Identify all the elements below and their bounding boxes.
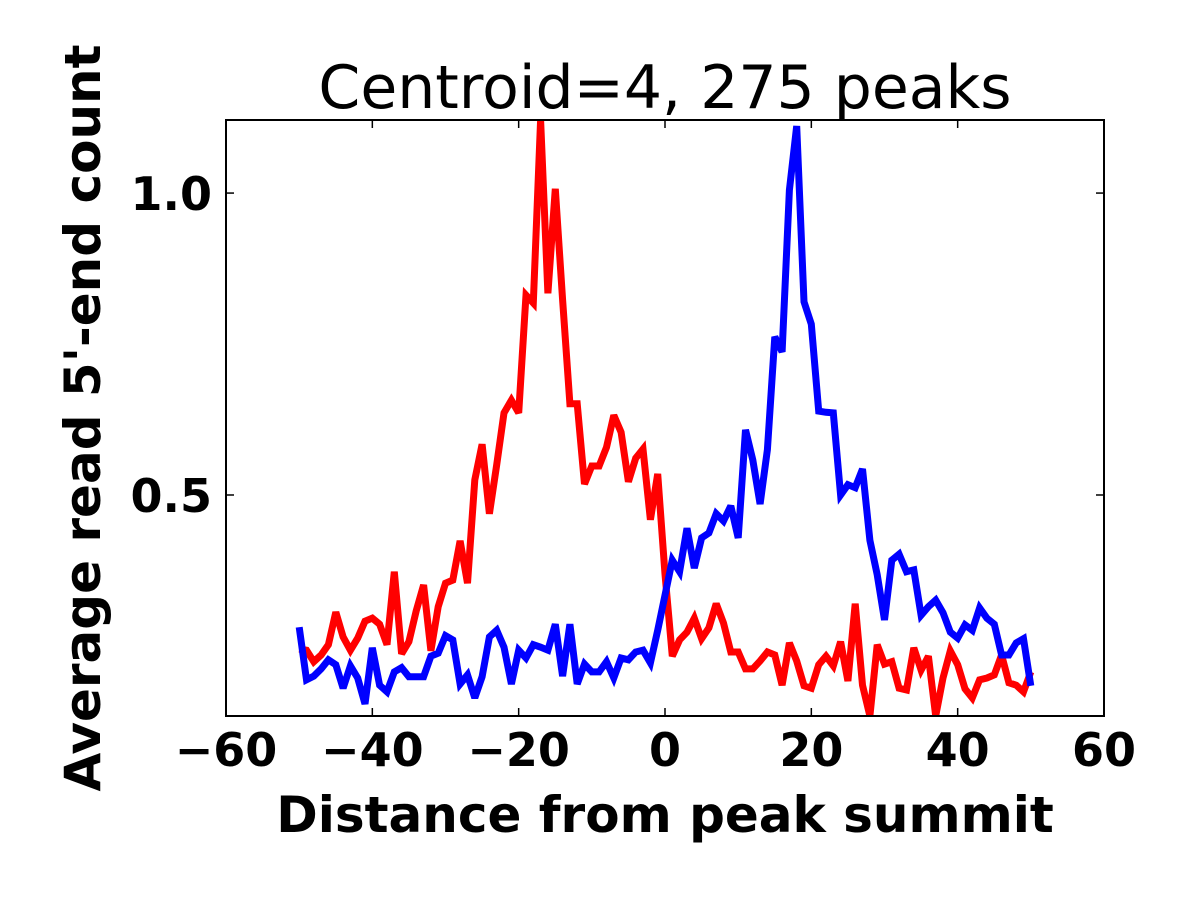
x-tick-label: −40 xyxy=(321,723,424,777)
x-axis-label: Distance from peak summit xyxy=(276,786,1054,844)
y-tick-label: 1.0 xyxy=(131,167,213,221)
x-tick-label: 40 xyxy=(926,723,990,777)
chart-title: Centroid=4, 275 peaks xyxy=(318,53,1011,123)
x-tick-label: 0 xyxy=(649,723,681,777)
x-tick-label: −60 xyxy=(175,723,278,777)
x-tick-label: 20 xyxy=(779,723,843,777)
x-tick-label: −20 xyxy=(467,723,570,777)
y-axis-label: Average read 5'-end count xyxy=(54,44,112,791)
x-tick-label: 60 xyxy=(1072,723,1136,777)
y-tick-label: 0.5 xyxy=(131,469,213,523)
blue-series-line xyxy=(295,125,1035,705)
red-series-line xyxy=(298,119,1035,717)
